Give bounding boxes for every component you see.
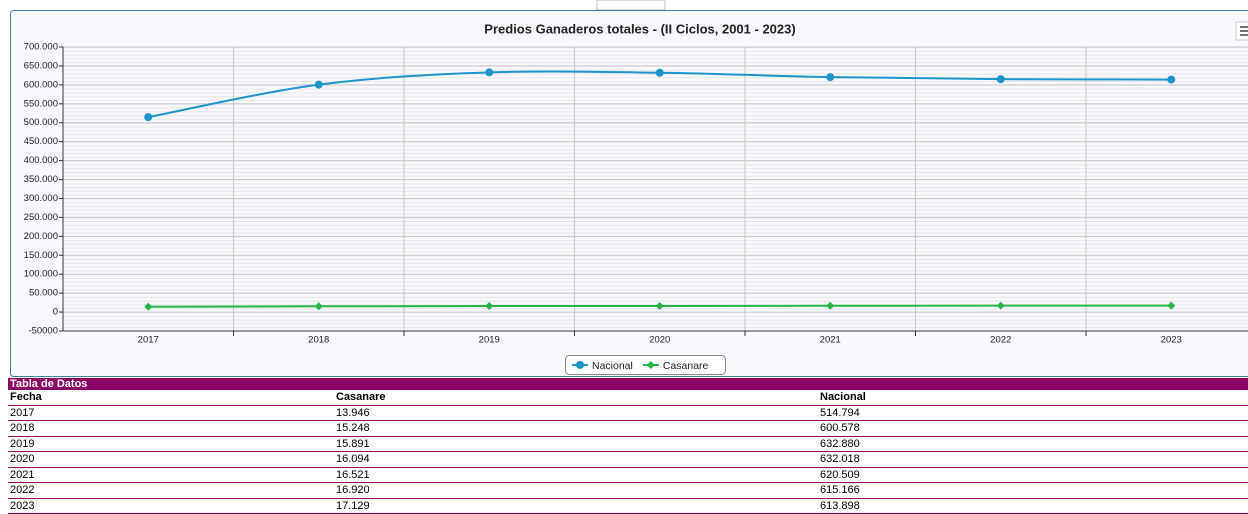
table-cell: 2021: [10, 468, 35, 481]
table-cell: 17.129: [336, 499, 370, 512]
point: [996, 75, 1005, 84]
table-cell: 2019: [10, 437, 35, 450]
y-tick-label: 0: [53, 307, 58, 318]
y-tick-label: -50000: [28, 326, 58, 337]
point: [314, 80, 323, 89]
x-tick-label: 2021: [820, 335, 841, 346]
chart: Predios Ganaderos totales - (II Ciclos, …: [10, 0, 1248, 377]
tab[interactable]: [596, 0, 666, 11]
y-tick-label: 450.000: [24, 136, 58, 147]
x-tick-label: 2017: [138, 335, 159, 346]
y-tick-label: 150.000: [24, 250, 58, 261]
y-tick-label: 300.000: [24, 193, 58, 204]
legend-label: Nacional: [592, 360, 633, 372]
table-title: Tabla de Datos: [8, 378, 1248, 390]
y-tick-label: 250.000: [24, 212, 58, 223]
table-cell: 2017: [10, 406, 35, 419]
table-cell: 514.794: [820, 406, 860, 419]
table-row: 2022 16.920 615.166: [8, 483, 1248, 499]
legend-marker: [646, 361, 655, 369]
table-cell: 16.521: [336, 468, 370, 481]
table-cell: 613.898: [820, 499, 860, 512]
y-tick-label: 550.000: [24, 98, 58, 109]
data-table: Tabla de Datos Fecha Casanare Nacional 2017 1…: [8, 378, 1248, 514]
point: [1167, 75, 1176, 84]
header-cell: Casanare: [336, 391, 386, 403]
table-row: 2020 16.094 632.018: [8, 452, 1248, 468]
table-row: 2018 15.248 600.578: [8, 421, 1248, 437]
table-cell: 632.880: [820, 437, 860, 450]
header-cell: Fecha: [10, 391, 42, 403]
y-tick-label: 50.000: [29, 288, 58, 299]
minor-grid: [63, 47, 1248, 331]
x-tick-label: 2020: [649, 335, 670, 346]
point: [655, 68, 664, 77]
y-tick-label: 350.000: [24, 174, 58, 185]
table-cell: 2023: [10, 499, 35, 512]
point: [144, 302, 153, 311]
table-cell: 2018: [10, 422, 35, 434]
point: [1167, 301, 1176, 310]
table-row: 2021 16.521 620.509: [8, 468, 1248, 483]
table-cell: 2020: [10, 453, 35, 465]
y-tick-label: 400.000: [24, 155, 58, 166]
y-tick-label: 650.000: [24, 60, 58, 71]
table-row: 2019 15.891 632.880: [8, 437, 1248, 452]
y-tick-label: 200.000: [24, 231, 58, 242]
table-cell: 615.166: [820, 484, 860, 496]
table-cell: 2022: [10, 484, 35, 496]
legend: Nacional Casanare: [565, 355, 726, 375]
header-cell: Nacional: [820, 391, 866, 403]
table-row: 2023 17.129 613.898: [8, 499, 1248, 514]
point: [826, 73, 835, 82]
y-tick-label: 500.000: [24, 117, 58, 128]
point: [996, 301, 1005, 310]
table-cell: 13.946: [336, 406, 370, 419]
table-cell: 16.920: [336, 484, 370, 496]
point: [314, 302, 323, 311]
header-row: Fecha Casanare Nacional: [8, 390, 1248, 406]
point: [655, 301, 664, 310]
table-cell: 620.509: [820, 468, 860, 481]
y-tick-label: 100.000: [24, 269, 58, 280]
x-tick-label: 2019: [479, 335, 500, 346]
point: [144, 113, 153, 122]
y-tick-label: 700.000: [24, 42, 58, 53]
legend-label: Casanare: [663, 360, 709, 372]
chart-title: Predios Ganaderos totales - (II Ciclos, …: [484, 21, 795, 36]
point: [485, 68, 494, 77]
legend-marker: [576, 361, 584, 369]
menu-icon[interactable]: [1235, 21, 1248, 41]
y-tick-label: 600.000: [24, 79, 58, 90]
table-cell: 16.094: [336, 453, 370, 465]
point: [826, 301, 835, 310]
x-tick-label: 2023: [1161, 335, 1182, 346]
table-cell: 15.891: [336, 437, 370, 450]
table-cell: 632.018: [820, 453, 860, 465]
point: [485, 302, 494, 311]
table-cell: 600.578: [820, 422, 860, 434]
table-cell: 15.248: [336, 422, 370, 434]
table-row: 2017 13.946 514.794: [8, 406, 1248, 421]
x-tick-label: 2022: [990, 335, 1011, 346]
x-tick-label: 2018: [308, 335, 329, 346]
